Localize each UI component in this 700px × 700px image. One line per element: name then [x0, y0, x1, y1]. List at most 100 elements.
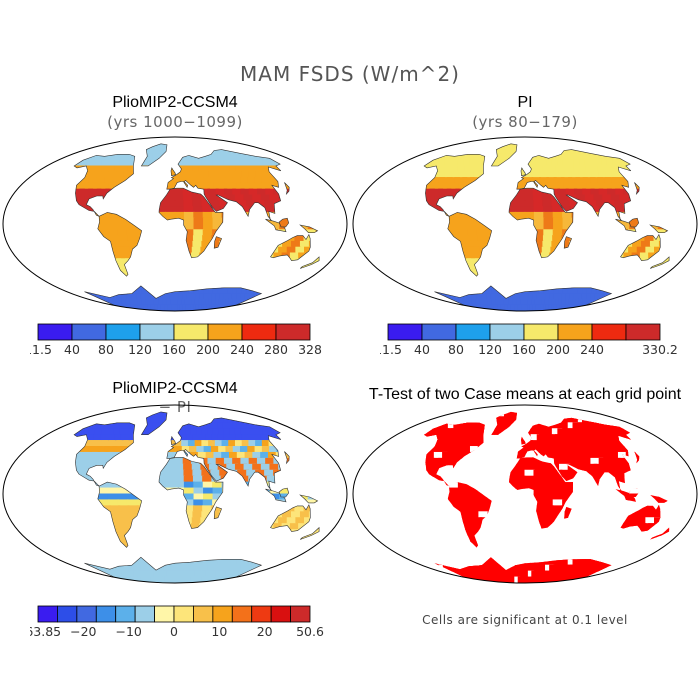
- colorbar-tick-label: 20: [257, 624, 273, 639]
- landmass-greenland: [3, 137, 348, 312]
- colorbar-tick-label: 200: [546, 342, 570, 357]
- landmass-australia: [353, 137, 698, 312]
- colorbar-tick-label: 40: [414, 342, 430, 357]
- landmass-newGuinea: [353, 405, 698, 584]
- colorbar-swatch: [96, 606, 115, 622]
- landmass-southAmerica: [353, 405, 698, 584]
- colorbar-swatch: [38, 606, 57, 622]
- panel-title-pliomip: PlioMIP2-CCSM4: [0, 94, 350, 112]
- landmass-borneo: [3, 405, 348, 584]
- colorbar-swatch: [456, 324, 490, 340]
- colorbar-tick-label: 120: [128, 342, 152, 357]
- colorbar-swatch: [174, 324, 208, 340]
- landmass-greenland: [353, 137, 698, 312]
- colorbar-tick-label: 240: [580, 342, 604, 357]
- landmass-newZealand: [353, 405, 698, 584]
- landmass-borneo: [353, 137, 698, 312]
- landmass-eurasia: [353, 405, 698, 584]
- landmass-northAmerica: [353, 405, 698, 584]
- colorbar-swatch: [174, 606, 193, 622]
- map-boundary: [353, 405, 697, 583]
- colorbar-swatch: [72, 324, 106, 340]
- ttest-note: Cells are significant at 0.1 level: [350, 613, 700, 627]
- landmass-madagascar: [3, 405, 348, 584]
- colorbar-swatch: [271, 606, 290, 622]
- colorbar-swatch: [252, 606, 271, 622]
- map-pi: [350, 132, 700, 312]
- colorbar-swatch: [208, 324, 242, 340]
- colorbar-tick-label: 10: [211, 624, 227, 639]
- map-ttest: [350, 400, 700, 584]
- landmass-africa: [3, 137, 348, 312]
- landmass-uk: [3, 405, 348, 584]
- landmass-eurasia: [353, 137, 698, 312]
- colorbar-tick-label: 80: [448, 342, 464, 357]
- landmass-southAmerica: [3, 405, 348, 584]
- colorbar-tick-label: 50.6: [296, 624, 324, 639]
- landmass-madagascar: [3, 137, 348, 312]
- colorbar-swatch: [193, 606, 212, 622]
- landmass-uk: [353, 405, 698, 584]
- map-boundary: [353, 137, 697, 311]
- colorbar-tick-label: 240: [230, 342, 254, 357]
- colorbar-tick-label: 11.5: [30, 342, 52, 357]
- landmass-newZealand: [353, 137, 698, 312]
- colorbar-tick-label: −10: [115, 624, 141, 639]
- colorbar-swatch: [276, 324, 310, 340]
- colorbar-tick-label: −20: [70, 624, 96, 639]
- map-diff: [0, 400, 350, 584]
- landmass-australia: [3, 405, 348, 584]
- colorbar-tick-label: 160: [162, 342, 186, 357]
- colorbar-tick-label: 40: [64, 342, 80, 357]
- colorbar-swatch: [422, 324, 456, 340]
- landmass-eurasia: [3, 405, 348, 584]
- colorbar-swatch: [38, 324, 72, 340]
- landmass-borneo: [353, 405, 698, 584]
- landmass-southAmerica: [3, 137, 348, 312]
- colorbar-tick-label: 330.2: [642, 342, 678, 357]
- colorbar-tick-label: 200: [196, 342, 220, 357]
- landmass-australia: [353, 405, 698, 584]
- landmass-madagascar: [353, 405, 698, 584]
- landmass-greenland: [353, 405, 698, 584]
- landmass-newGuinea: [3, 137, 348, 312]
- landmass-indonesia: [3, 137, 348, 312]
- landmass-japan: [353, 405, 698, 584]
- landmass-japan: [3, 137, 348, 312]
- landmass-australia: [3, 137, 348, 312]
- colorbar-swatch: [592, 324, 626, 340]
- map-boundary: [3, 137, 347, 311]
- colorbar-tick-label: 160: [512, 342, 536, 357]
- landmass-madagascar: [353, 137, 698, 312]
- colorbar-swatch: [490, 324, 524, 340]
- landmass-antarctica: [3, 137, 348, 312]
- landmass-northAmerica: [3, 405, 348, 584]
- landmass-southAmerica: [353, 137, 698, 312]
- landmass-northAmerica: [353, 137, 698, 312]
- landmass-eurasia: [3, 137, 348, 312]
- colorbar-swatch: [232, 606, 251, 622]
- landmass-uk: [3, 137, 348, 312]
- landmass-africa: [353, 137, 698, 312]
- figure-title: MAM FSDS (W/m^2): [0, 62, 700, 86]
- colorbar-swatch: [106, 324, 140, 340]
- colorbar-tick-label: 0: [170, 624, 178, 639]
- colorbar-swatch: [213, 606, 232, 622]
- landmass-greenland: [3, 405, 348, 584]
- colorbar-swatch: [242, 324, 276, 340]
- landmass-northAmerica: [3, 137, 348, 312]
- landmass-newZealand: [3, 405, 348, 584]
- landmass-newZealand: [3, 137, 348, 312]
- colorbar-tick-label: −63.85: [30, 624, 61, 639]
- map-pliomip: [0, 132, 350, 312]
- panel-subtitle-pliomip: (yrs 1000−1099): [0, 113, 350, 131]
- landmass-africa: [3, 405, 348, 584]
- landmass-japan: [3, 405, 348, 584]
- landmass-antarctica: [3, 405, 348, 584]
- colorbar-swatch: [155, 606, 174, 622]
- panel-title-diff: PlioMIP2-CCSM4: [0, 380, 350, 398]
- landmass-antarctica: [353, 405, 698, 584]
- colorbar-swatch: [524, 324, 558, 340]
